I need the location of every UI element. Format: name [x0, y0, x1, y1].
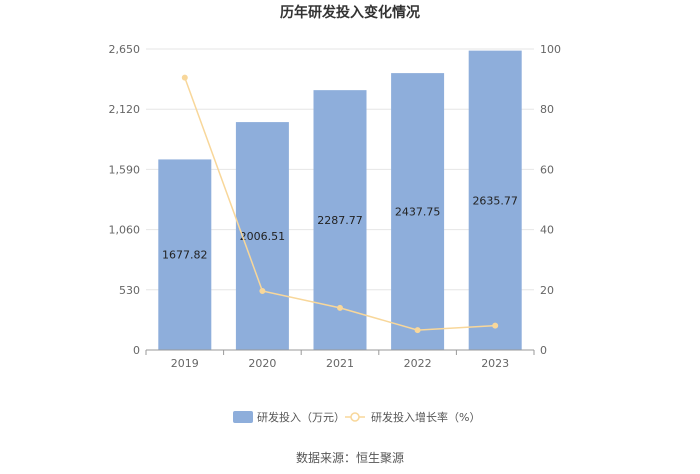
legend-swatch-bar [233, 411, 253, 423]
bar-value-label: 2287.77 [317, 214, 363, 227]
line-series [181, 74, 499, 334]
line-point [492, 322, 499, 329]
bar [235, 122, 289, 350]
x-axis-ticks: 2019 2020 2021 2022 2023 [145, 350, 535, 370]
right-tick-label: 40 [540, 224, 554, 237]
bar [468, 50, 522, 351]
bar-value-label: 2437.75 [395, 206, 441, 219]
line-point [181, 74, 188, 81]
right-tick-label: 60 [540, 163, 554, 176]
left-tick-label: 2,120 [109, 103, 141, 116]
legend-item-line[interactable]: 研发投入增长率（%） [345, 410, 480, 424]
line-point [337, 304, 343, 311]
legend: 研发投入（万元） 研发投入增长率（%） [233, 410, 480, 424]
left-tick-label: 0 [133, 344, 140, 357]
x-tick-label: 2022 [404, 357, 432, 370]
x-tick-label: 2019 [171, 357, 199, 370]
right-tick-label: 80 [540, 103, 554, 116]
legend-marker-line [350, 412, 360, 422]
bar [158, 159, 212, 350]
x-tick-label: 2021 [326, 357, 354, 370]
source-note: 数据来源：恒生聚源 [296, 450, 404, 465]
left-tick-label: 1,590 [109, 163, 141, 176]
bar-value-label: 2006.51 [240, 230, 286, 243]
left-tick-label: 1,060 [109, 224, 141, 237]
left-tick-label: 2,650 [109, 43, 141, 56]
line-point [414, 327, 421, 334]
right-tick-label: 100 [540, 43, 561, 56]
x-tick-label: 2023 [481, 357, 509, 370]
legend-item-bar[interactable]: 研发投入（万元） [233, 410, 345, 424]
left-axis-ticks: 0 530 1,060 1,590 2,120 2,650 [109, 43, 141, 357]
bar-value-label: 2635.77 [472, 194, 518, 207]
legend-label-bar: 研发投入（万元） [257, 410, 345, 424]
right-axis-ticks: 0 20 40 60 80 100 [540, 43, 561, 357]
bar-value-label: 1677.82 [162, 249, 208, 262]
chart-title: 历年研发投入变化情况 [280, 4, 420, 21]
left-tick-label: 530 [119, 284, 140, 297]
legend-label-line: 研发投入增长率（%） [371, 410, 480, 424]
right-tick-label: 20 [540, 284, 554, 297]
bar-data-labels: 1677.82 2006.51 2287.77 2437.75 2635.77 [162, 194, 518, 261]
bar [391, 73, 445, 350]
line-point [259, 288, 266, 295]
x-tick-label: 2020 [248, 357, 276, 370]
right-tick-label: 0 [540, 344, 547, 357]
